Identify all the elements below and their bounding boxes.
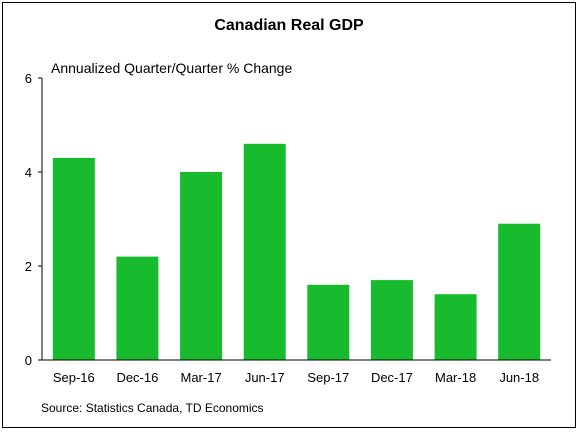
chart-source: Source: Statistics Canada, TD Economics [41, 401, 264, 415]
chart-frame: Canadian Real GDP Annualized Quarter/Qua… [2, 2, 576, 428]
bar [370, 280, 413, 360]
x-tick-label: Sep-17 [307, 370, 349, 385]
x-tick-label: Dec-17 [371, 370, 413, 385]
chart-title: Canadian Real GDP [214, 17, 364, 34]
y-tick-label: 0 [25, 353, 32, 368]
y-tick-label: 6 [25, 71, 32, 86]
y-tick-label: 4 [25, 165, 32, 180]
bar [498, 223, 541, 360]
x-tick-label: Jun-18 [499, 370, 539, 385]
bar [243, 143, 286, 360]
x-tick-label: Jun-17 [245, 370, 285, 385]
x-tick-label: Sep-16 [53, 370, 95, 385]
chart-subtitle: Annualized Quarter/Quarter % Change [51, 60, 293, 76]
bar [52, 157, 95, 360]
bar [116, 256, 159, 360]
x-tick-label: Mar-17 [181, 370, 222, 385]
x-tick-label: Dec-16 [116, 370, 158, 385]
bar [180, 172, 223, 360]
bar [434, 294, 477, 360]
bar [307, 284, 350, 360]
x-tick-label: Mar-18 [435, 370, 476, 385]
y-tick-label: 2 [25, 259, 32, 274]
